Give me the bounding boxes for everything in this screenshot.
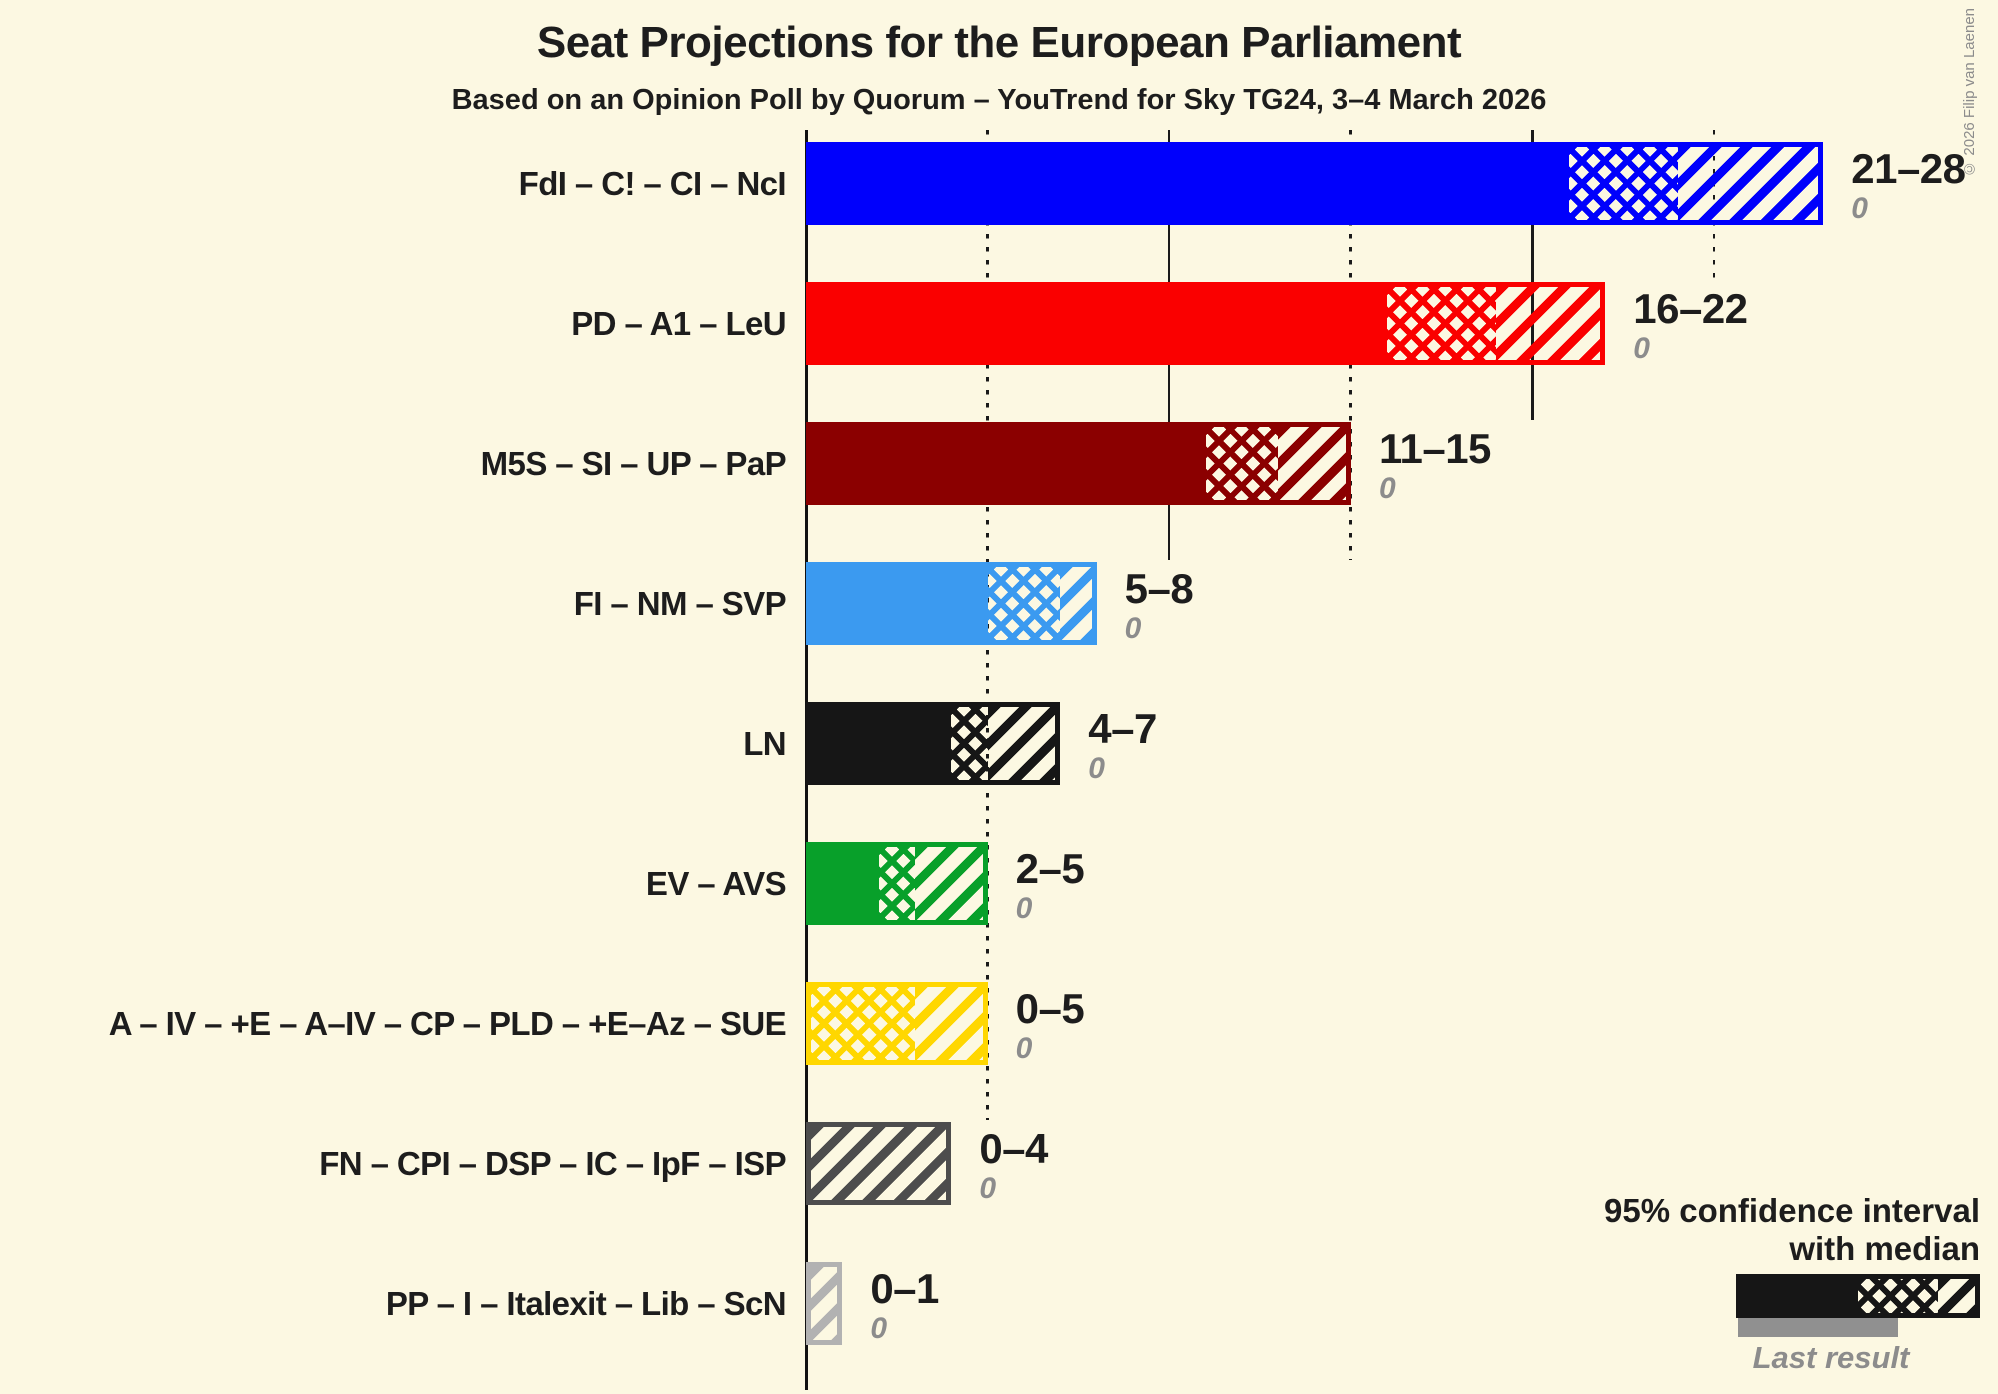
party-list-label: PD – A1 – LeU bbox=[571, 305, 786, 342]
value-block: 16–22 0 bbox=[1633, 285, 1748, 366]
bar-diagonal-segment bbox=[914, 982, 988, 1065]
bar-diagonal-segment bbox=[987, 702, 1061, 785]
last-result-value: 0 bbox=[1378, 472, 1396, 505]
bar-crosshatch-segment bbox=[951, 702, 988, 785]
value-block: 21–28 0 bbox=[1851, 145, 1966, 226]
seat-bar bbox=[806, 702, 1061, 785]
bar-solid-segment bbox=[806, 142, 1569, 225]
bar-solid-segment bbox=[806, 702, 952, 785]
last-result-value: 0 bbox=[1088, 752, 1105, 785]
value-block: 0–5 0 bbox=[1016, 986, 1085, 1066]
party-list-label: PP – I – Italexit – Lib – ScN bbox=[385, 1285, 787, 1322]
bar-diagonal-segment bbox=[1060, 562, 1097, 645]
legend-sample-bar bbox=[1736, 1274, 1980, 1318]
party-list-label: FI – NM – SVP bbox=[573, 585, 787, 622]
seat-bar bbox=[806, 1262, 843, 1345]
seat-range-label: 21–28 bbox=[1851, 145, 1966, 192]
bar-diagonal-segment bbox=[806, 1122, 952, 1205]
value-block: 11–15 0 bbox=[1379, 426, 1491, 506]
bar-solid-segment bbox=[806, 562, 988, 645]
legend-ci-line1: 95% confidence interval bbox=[1604, 1192, 1980, 1229]
party-list-label: M5S – SI – UP – PaP bbox=[480, 445, 787, 482]
seat-bar bbox=[806, 422, 1351, 505]
legend-crosshatch-segment bbox=[1858, 1274, 1938, 1318]
seat-bar bbox=[806, 562, 1097, 645]
chart-subtitle: Based on an Opinion Poll by Quorum – You… bbox=[451, 84, 1547, 116]
last-result-value: 0 bbox=[1015, 1032, 1033, 1065]
seat-range-label: 0–5 bbox=[1015, 985, 1085, 1032]
last-result-value: 0 bbox=[1124, 612, 1142, 645]
seat-bar bbox=[806, 1122, 952, 1205]
bar-diagonal-segment bbox=[1496, 282, 1606, 365]
chart-title: Seat Projections for the European Parlia… bbox=[536, 18, 1462, 67]
legend-solid-segment bbox=[1736, 1274, 1858, 1318]
seat-bar bbox=[806, 842, 988, 925]
seat-bar bbox=[806, 142, 1824, 225]
value-block: 0–4 0 bbox=[979, 1126, 1048, 1206]
last-result-value: 0 bbox=[1851, 192, 1868, 225]
bar-solid-segment bbox=[806, 842, 879, 925]
party-list-label: LN bbox=[743, 725, 786, 762]
legend-last-result-label: Last result bbox=[1752, 1340, 1910, 1375]
seat-range-label: 0–4 bbox=[979, 1125, 1048, 1172]
last-result-value: 0 bbox=[979, 1172, 996, 1205]
seat-range-label: 2–5 bbox=[1015, 845, 1085, 892]
bar-crosshatch-segment bbox=[878, 842, 915, 925]
party-list-label: FN – CPI – DSP – IC – IpF – ISP bbox=[319, 1145, 786, 1182]
bar-crosshatch-segment bbox=[987, 562, 1061, 645]
seat-range-label: 11–15 bbox=[1378, 425, 1491, 472]
last-result-value: 0 bbox=[1633, 332, 1650, 365]
last-result-value: 0 bbox=[870, 1312, 888, 1345]
seat-range-label: 16–22 bbox=[1633, 285, 1748, 332]
value-block: 0–1 0 bbox=[870, 1266, 939, 1346]
party-list-label: FdI – C! – CI – NcI bbox=[518, 165, 787, 202]
bar-crosshatch-segment bbox=[1205, 422, 1279, 505]
bar-crosshatch-segment bbox=[806, 982, 915, 1065]
legend-last-result-bar bbox=[1738, 1318, 1898, 1337]
bar-diagonal-segment bbox=[806, 1262, 843, 1345]
party-list-label: A – IV – +E – A–IV – CP – PLD – +E–Az – … bbox=[108, 1005, 787, 1042]
legend-diagonal-segment bbox=[1938, 1274, 1980, 1318]
bar-solid-segment bbox=[806, 422, 1206, 505]
value-block: 2–5 0 bbox=[1016, 846, 1085, 926]
bar-crosshatch-segment bbox=[1568, 142, 1678, 225]
bar-crosshatch-segment bbox=[1387, 282, 1497, 365]
seat-range-label: 5–8 bbox=[1124, 565, 1194, 612]
bar-diagonal-segment bbox=[914, 842, 988, 925]
value-block: 5–8 0 bbox=[1125, 566, 1194, 646]
bar-diagonal-segment bbox=[1278, 422, 1351, 505]
last-result-value: 0 bbox=[1015, 892, 1033, 925]
solid-gridline bbox=[1531, 130, 1534, 420]
bar-diagonal-segment bbox=[1677, 142, 1824, 225]
value-block: 4–7 0 bbox=[1088, 706, 1157, 786]
seat-range-label: 4–7 bbox=[1088, 705, 1157, 752]
legend-ci-line2: with median bbox=[1789, 1230, 1980, 1267]
seat-bar bbox=[806, 982, 988, 1065]
seat-range-label: 0–1 bbox=[870, 1265, 939, 1312]
party-list-label: EV – AVS bbox=[645, 865, 787, 902]
bar-solid-segment bbox=[806, 282, 1388, 365]
seat-bar bbox=[806, 282, 1606, 365]
